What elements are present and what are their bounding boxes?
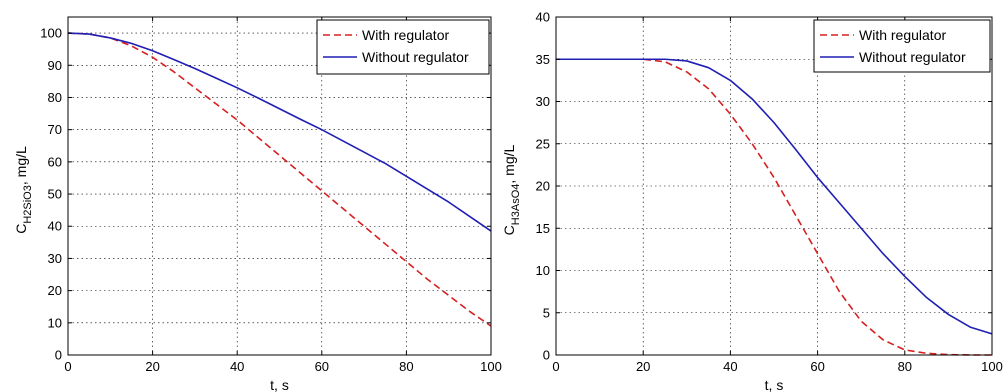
series-line-without-regulator [556,58,993,335]
y-tick-label: 15 [536,221,550,236]
y-tick-label: 25 [536,136,550,151]
y-tick-label: 10 [48,315,62,330]
x-tick-label: 40 [723,359,737,374]
chart-h3aso4: 0 20 40 60 80 100 0 5 10 15 20 25 30 35 40 t, s CH3AsO4,… [501,10,1003,392]
y-axis-label-suffix: , mg/L [501,144,517,183]
series-line-with-regulator [67,32,492,327]
x-tick-label: 20 [636,359,650,374]
y-tick-label: 30 [48,251,62,266]
y-tick-label: 80 [48,90,62,105]
y-tick-label: 40 [536,10,550,25]
legend-label-without-regulator: Without regulator [362,49,469,65]
y-tick-label: 0 [543,348,550,363]
x-tick-label: 0 [64,359,71,374]
x-tick-label: 0 [552,359,559,374]
y-tick-label: 30 [536,94,550,109]
y-axis-label-subscript: H3AsO4 [510,184,522,226]
legend-label-with-regulator: With regulator [362,27,449,43]
y-axis-label-main: C [501,225,517,235]
x-tick-label: 100 [480,359,502,374]
axes-frame [67,16,492,356]
legend: With regulator Without regulator [316,19,490,75]
y-tick-label: 20 [48,283,62,298]
y-axis-label: CH3AsO4, mg/L [501,144,522,235]
y-tick-label: 50 [48,187,62,202]
legend-box [813,19,991,73]
x-axis-label: t, s [765,377,784,392]
legend: With regulator Without regulator [813,19,991,73]
y-axis-label-suffix: , mg/L [13,146,29,185]
x-tick-label: 20 [145,359,159,374]
x-tick-label: 40 [230,359,244,374]
y-tick-label: 60 [48,154,62,169]
y-tick-label: 70 [48,122,62,137]
x-tick-label: 60 [315,359,329,374]
y-tick-label: 5 [543,305,550,320]
y-axis-label: CH2SiO3, mg/L [13,146,34,234]
y-tick-label: 10 [536,263,550,278]
y-tick-label: 40 [48,219,62,234]
legend-box [316,19,490,75]
x-axis-label: t, s [270,377,289,392]
y-tick-label: 35 [536,52,550,67]
x-tick-label: 80 [399,359,413,374]
x-tick-label: 60 [810,359,824,374]
y-tick-label: 0 [55,348,62,363]
chart-h2sio3: 0 20 40 60 80 100 0 10 20 30 40 50 60 70 80 90 100 t, s CH… [13,16,502,392]
legend-label-with-regulator: With regulator [859,27,946,43]
x-tick-label: 80 [898,359,912,374]
y-axis-label-subscript: H2SiO3 [22,185,34,224]
y-axis-label-main: C [13,224,29,234]
y-tick-label: 20 [536,179,550,194]
x-tick-label: 100 [981,359,1003,374]
legend-label-without-regulator: Without regulator [859,49,966,65]
y-tick-label: 100 [40,26,62,41]
y-tick-label: 90 [48,58,62,73]
series-line-without-regulator [67,32,492,232]
